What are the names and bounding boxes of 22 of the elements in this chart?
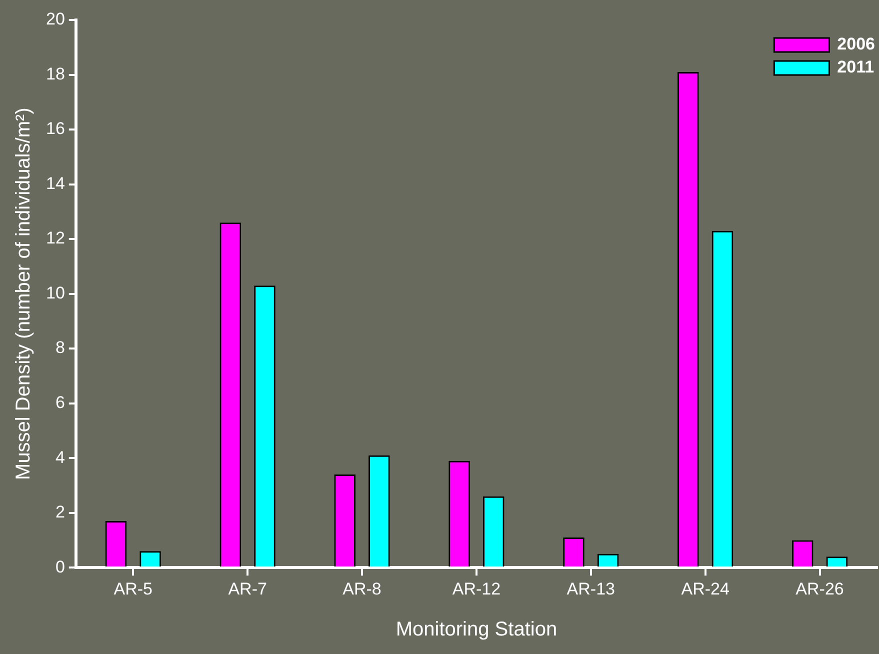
x-tick-label: AR-26 xyxy=(796,579,844,598)
y-tick-label: 12 xyxy=(46,228,65,248)
y-tick-label: 20 xyxy=(46,10,65,29)
x-tick-label: AR-13 xyxy=(566,579,615,598)
y-tick-label: 6 xyxy=(55,393,65,412)
x-tick-label: AR-24 xyxy=(681,579,730,598)
y-tick-label: 0 xyxy=(55,557,65,576)
y-tick-label: 8 xyxy=(55,338,65,358)
legend-label: 2006 xyxy=(837,34,876,54)
y-tick-label: 14 xyxy=(46,174,65,193)
x-axis-title: Monitoring Station xyxy=(396,618,558,641)
y-tick-label: 18 xyxy=(46,64,65,84)
x-tick-label: AR-5 xyxy=(114,579,152,598)
y-tick-label: 16 xyxy=(46,119,65,138)
y-tick-label: 10 xyxy=(46,283,65,302)
x-tick-label: AR-7 xyxy=(228,579,267,598)
x-tick-label: AR-12 xyxy=(452,579,501,598)
x-tick-label: AR-8 xyxy=(342,579,382,598)
y-tick-label: 2 xyxy=(55,502,65,522)
y-tick-label: 4 xyxy=(55,448,65,467)
legend-label: 2011 xyxy=(837,58,874,77)
y-axis-title: Mussel Density (number of individuals/m²) xyxy=(12,108,35,480)
